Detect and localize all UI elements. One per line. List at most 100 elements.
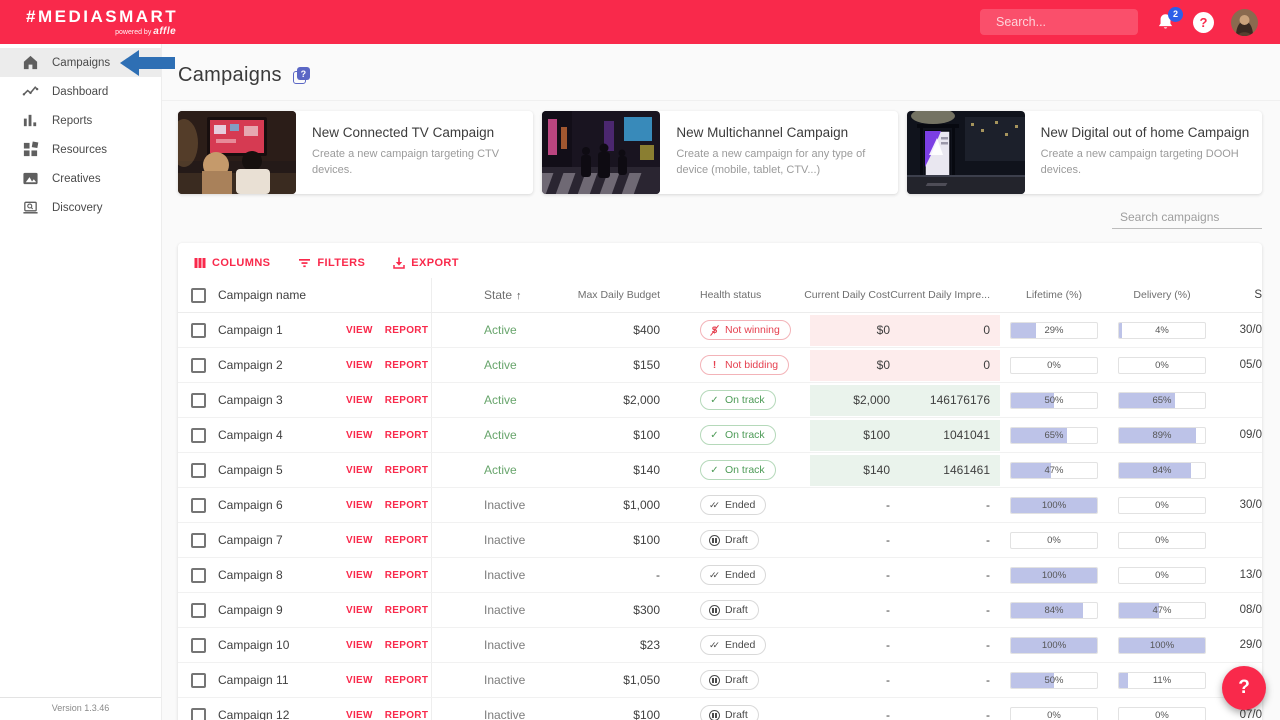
view-link[interactable]: VIEW — [346, 359, 373, 371]
campaign-search[interactable] — [1112, 210, 1275, 229]
header-delivery[interactable]: Delivery (%) — [1133, 289, 1191, 301]
global-search-input[interactable] — [996, 15, 1157, 29]
header-lifetime[interactable]: Lifetime (%) — [1025, 289, 1082, 301]
delivery-progress-bar: 100% — [1118, 636, 1206, 654]
notifications-button[interactable]: 2 — [1155, 6, 1183, 33]
view-link[interactable]: VIEW — [346, 674, 373, 686]
report-link[interactable]: REPORT — [384, 429, 429, 441]
view-link[interactable]: VIEW — [346, 324, 373, 336]
lifetime-percent-label: 47% — [1044, 464, 1064, 476]
columns-button[interactable]: COLUMNS — [194, 257, 270, 269]
header-campaign-name[interactable]: Campaign name — [218, 288, 307, 302]
export-button[interactable]: EXPORT — [393, 257, 459, 269]
daily-impressions-value: - — [986, 533, 990, 547]
header-state[interactable]: State ↑ — [484, 288, 522, 302]
user-avatar[interactable] — [1231, 8, 1258, 36]
daily-cost-value: - — [886, 603, 890, 617]
campaign-search-input[interactable] — [1120, 210, 1275, 224]
view-link[interactable]: VIEW — [346, 569, 373, 581]
header-max-daily-budget[interactable]: Max Daily Budget — [577, 289, 660, 301]
lifetime-percent-label: 0% — [1047, 359, 1061, 371]
delivery-progress-fill — [1119, 637, 1205, 653]
new-dooh-campaign-card[interactable]: New Digital out of home Campaign Create … — [906, 111, 1262, 194]
sidebar-item-dashboard[interactable]: Dashboard — [0, 77, 161, 106]
header-current-daily-impressions[interactable]: Current Daily Impre... — [890, 289, 990, 301]
new-ctv-campaign-card[interactable]: New Connected TV Campaign Create a new c… — [178, 111, 534, 194]
header-start-date[interactable]: S — [1254, 289, 1262, 301]
health-status-badge: On track — [700, 390, 776, 411]
select-all-checkbox[interactable] — [190, 287, 206, 303]
new-multichannel-campaign-card[interactable]: New Multichannel Campaign Create a new c… — [542, 111, 898, 194]
table-row: Campaign 9 VIEW REPORT Inactive $300 Dra… — [178, 593, 1262, 628]
report-link[interactable]: REPORT — [384, 534, 429, 546]
report-link[interactable]: REPORT — [384, 359, 429, 371]
row-checkbox[interactable] — [190, 427, 206, 443]
state-value: Inactive — [484, 708, 526, 720]
row-checkbox[interactable] — [190, 392, 206, 408]
delivery-percent-label: 4% — [1155, 324, 1169, 336]
table-row: Campaign 3 VIEW REPORT Active $2,000 On … — [178, 383, 1262, 418]
health-status-icon — [709, 640, 720, 651]
view-link[interactable]: VIEW — [346, 394, 373, 406]
delivery-progress-fill — [1119, 672, 1129, 688]
filters-button[interactable]: FILTERS — [298, 257, 365, 269]
report-link[interactable]: REPORT — [384, 604, 429, 616]
row-checkbox[interactable] — [190, 567, 206, 583]
view-link[interactable]: VIEW — [346, 639, 373, 651]
row-checkbox[interactable] — [190, 672, 206, 688]
header-health-status[interactable]: Health status — [700, 289, 762, 301]
report-link[interactable]: REPORT — [384, 569, 429, 581]
header-current-daily-cost[interactable]: Current Daily Cost — [804, 289, 890, 301]
sidebar-item-reports[interactable]: Reports — [0, 106, 161, 135]
report-link[interactable]: REPORT — [384, 394, 429, 406]
sidebar-item-resources[interactable]: Resources — [0, 135, 161, 164]
row-checkbox[interactable] — [190, 707, 206, 720]
row-checkbox[interactable] — [190, 637, 206, 653]
row-checkbox[interactable] — [190, 497, 206, 513]
view-link[interactable]: VIEW — [346, 429, 373, 441]
delivery-percent-label: 65% — [1152, 394, 1172, 406]
daily-impressions-value: 0 — [900, 314, 1000, 346]
health-status-label: Draft — [725, 674, 748, 687]
row-checkbox[interactable] — [190, 462, 206, 478]
view-link[interactable]: VIEW — [346, 499, 373, 511]
lifetime-percent-label: 65% — [1044, 429, 1064, 441]
report-link[interactable]: REPORT — [384, 674, 429, 686]
health-status-icon — [709, 360, 720, 371]
delivery-percent-label: 89% — [1152, 429, 1172, 441]
page-title: Campaigns — [178, 64, 282, 86]
view-link[interactable]: VIEW — [346, 709, 373, 720]
table-row: Campaign 1 VIEW REPORT Active $400 Not w… — [178, 313, 1262, 348]
lifetime-progress-bar: 84% — [1010, 601, 1098, 619]
health-status-badge: Draft — [700, 600, 759, 621]
report-link[interactable]: REPORT — [384, 499, 429, 511]
top-bar: #MEDIASMART powered by affle 2 ? — [0, 0, 1280, 44]
lifetime-progress-bar: 100% — [1010, 496, 1098, 514]
lifetime-progress-fill — [1011, 672, 1054, 688]
help-icon-front: ? — [296, 67, 310, 80]
row-checkbox[interactable] — [190, 357, 206, 373]
campaign-name: Campaign 5 — [218, 463, 283, 477]
view-link[interactable]: VIEW — [346, 464, 373, 476]
campaign-name: Campaign 10 — [218, 638, 290, 652]
report-link[interactable]: REPORT — [384, 324, 429, 336]
row-checkbox[interactable] — [190, 322, 206, 338]
daily-cost-value: - — [886, 498, 890, 512]
health-status-icon — [709, 500, 720, 511]
support-fab[interactable]: ? — [1222, 666, 1266, 710]
delivery-percent-label: 100% — [1149, 639, 1175, 651]
page-help-icon[interactable]: ? — [292, 67, 310, 84]
view-link[interactable]: VIEW — [346, 534, 373, 546]
global-search[interactable] — [980, 9, 1157, 35]
report-link[interactable]: REPORT — [384, 639, 429, 651]
lifetime-percent-label: 29% — [1044, 324, 1064, 336]
sidebar-item-creatives[interactable]: Creatives — [0, 164, 161, 193]
report-link[interactable]: REPORT — [384, 709, 429, 720]
help-button[interactable]: ? — [1193, 11, 1214, 33]
report-link[interactable]: REPORT — [384, 464, 429, 476]
row-checkbox[interactable] — [190, 532, 206, 548]
campaigns-table: COLUMNS FILTERS EXPORT Campaign name Sta… — [178, 243, 1262, 720]
view-link[interactable]: VIEW — [346, 604, 373, 616]
row-checkbox[interactable] — [190, 602, 206, 618]
sidebar-item-discovery[interactable]: Discovery — [0, 193, 161, 222]
